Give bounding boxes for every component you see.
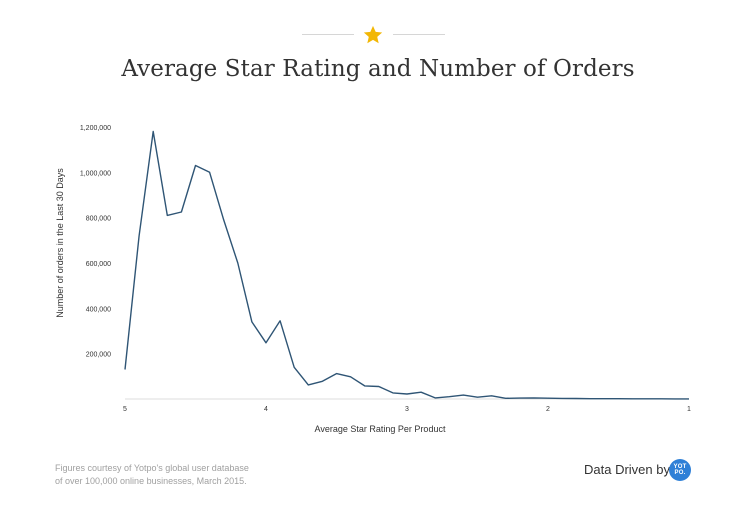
x-tick-label: 2 xyxy=(546,406,550,413)
yotpo-logo-line-1: YOT xyxy=(673,464,687,470)
yotpo-logo: YOT PO. xyxy=(669,459,691,481)
y-tick-label: 800,000 xyxy=(86,216,111,223)
title-divider-right xyxy=(393,34,445,35)
x-tick-label: 3 xyxy=(405,406,409,413)
x-tick-label: 1 xyxy=(687,406,691,413)
data-driven-label: Data Driven by xyxy=(584,462,670,477)
star-icon xyxy=(363,25,383,44)
chart-title: Average Star Rating and Number of Orders xyxy=(121,56,635,82)
y-tick-label: 400,000 xyxy=(86,306,111,313)
y-tick-label: 600,000 xyxy=(86,261,111,268)
yotpo-logo-line-2: PO. xyxy=(674,470,686,476)
x-axis-label: Average Star Rating Per Product xyxy=(315,424,446,434)
x-tick-label: 4 xyxy=(264,406,268,413)
x-tick-label: 5 xyxy=(123,406,127,413)
footnote-line-2: of over 100,000 online businesses, March… xyxy=(55,476,247,486)
y-axis-label: Number of orders in the Last 30 Days xyxy=(55,168,65,318)
title-divider-left xyxy=(302,34,354,35)
y-tick-label: 1,200,000 xyxy=(80,125,111,132)
y-tick-label: 1,000,000 xyxy=(80,170,111,177)
footnote-line-1: Figures courtesy of Yotpo's global user … xyxy=(55,463,249,473)
footnote: Figures courtesy of Yotpo's global user … xyxy=(55,462,295,488)
series-line xyxy=(124,130,689,400)
y-tick-label: 200,000 xyxy=(86,352,111,359)
